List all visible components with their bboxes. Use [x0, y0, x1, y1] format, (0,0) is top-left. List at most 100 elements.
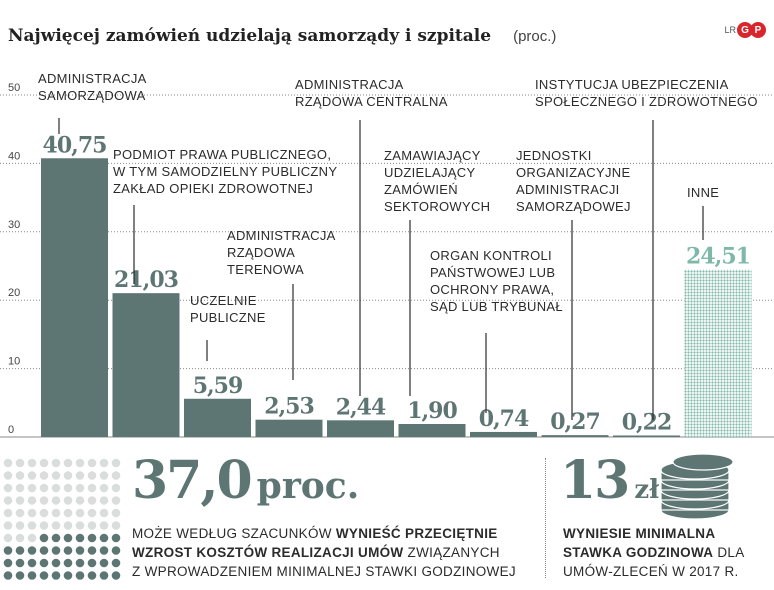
dot — [27, 508, 37, 518]
dot — [51, 571, 61, 580]
y-tick-label: 30 — [8, 219, 20, 231]
dot — [87, 471, 97, 480]
section-divider — [545, 458, 546, 578]
dot — [87, 483, 97, 493]
dot — [3, 521, 13, 530]
stat-right-number: 13 — [560, 450, 630, 511]
dot — [3, 558, 13, 568]
bar-value-label: 2,53 — [264, 394, 314, 420]
stat-right-value: 13 zł — [560, 455, 659, 507]
dot — [3, 571, 13, 580]
dot — [63, 458, 73, 468]
category-label: INSTYTUCJA UBEZPIECZENIA — [535, 77, 729, 92]
category-label: SAMORZĄDOWEJ — [516, 199, 631, 214]
title-text: Najwięcej zamówień udzielają samorządy i… — [8, 26, 492, 46]
dot — [39, 558, 49, 568]
y-tick-label: 40 — [8, 150, 20, 162]
stat-left-value: 37,0 proc. — [132, 455, 359, 507]
dot — [87, 533, 97, 543]
stat-left-line2-normal: ZWIĄZANYCH — [407, 545, 500, 560]
publisher-logo: LR G P — [724, 22, 766, 38]
bar-value-label: 21,03 — [114, 267, 178, 293]
dot — [87, 508, 97, 518]
dot — [75, 546, 85, 555]
dot — [75, 496, 85, 505]
dot — [111, 496, 121, 505]
dot — [99, 558, 109, 568]
dot — [75, 471, 85, 480]
dot — [99, 546, 109, 555]
stat-right-line2-normal: DLA — [717, 545, 745, 560]
dot — [63, 558, 73, 568]
y-tick-label: 0 — [8, 424, 14, 436]
dot — [111, 483, 121, 493]
dot — [111, 471, 121, 480]
dot — [99, 571, 109, 580]
bar — [184, 398, 251, 437]
dot — [15, 471, 25, 480]
dot — [111, 558, 121, 568]
category-label: INNE — [687, 185, 719, 200]
dot — [51, 508, 61, 518]
dot — [3, 458, 13, 468]
category-label: ADMINISTRACJA — [227, 228, 336, 243]
dot — [15, 546, 25, 555]
dot — [111, 458, 121, 468]
category-label: ZAMÓWIEŃ — [384, 182, 458, 197]
dot — [87, 496, 97, 505]
category-label: PAŃSTWOWEJ LUB — [430, 265, 555, 280]
dot — [3, 508, 13, 518]
category-label: ORGANIZACYJNE — [516, 165, 630, 180]
dot — [3, 471, 13, 480]
dot — [27, 521, 37, 530]
stat-right-line1-bold: WYNIESIE MINIMALNA — [563, 526, 716, 541]
dot — [99, 458, 109, 468]
dot — [87, 458, 97, 468]
dot — [75, 558, 85, 568]
dot — [63, 471, 73, 480]
y-tick-label: 20 — [8, 287, 20, 299]
dot — [111, 508, 121, 518]
dot — [51, 471, 61, 480]
dot — [51, 496, 61, 505]
logo-letter-p: P — [750, 22, 766, 38]
bar-value-label: 24,51 — [686, 243, 750, 269]
y-tick-label: 50 — [8, 82, 20, 94]
dot — [3, 483, 13, 493]
dot — [3, 546, 13, 555]
dot — [15, 558, 25, 568]
dot — [51, 483, 61, 493]
category-label: SPOŁECZNEGO I ZDROWOTNEGO — [535, 94, 758, 109]
dot — [75, 533, 85, 543]
bar-value-label: 40,75 — [43, 132, 107, 158]
dot — [111, 546, 121, 555]
category-label: PODMIOT PRAWA PUBLICZNEGO, — [113, 147, 331, 162]
category-label: RZĄDOWA CENTRALNA — [295, 94, 448, 109]
dot — [39, 521, 49, 530]
category-label: ADMINISTRACJI — [516, 182, 620, 197]
dot — [111, 533, 121, 543]
stat-left-line1-normal: MOŻE WEDŁUG SZACUNKÓW — [132, 526, 332, 541]
dot — [99, 508, 109, 518]
stat-right-line3: UMÓW-ZLECEŃ W 2017 R. — [563, 564, 739, 579]
category-label: OCHRONY PRAWA, — [430, 282, 554, 297]
stat-left-line2-bold: WZROST KOSZTÓW REALIZACJI UMÓW — [132, 545, 404, 560]
logo-letter-g: G — [737, 22, 753, 38]
y-tick-label: 10 — [8, 356, 20, 368]
dot — [63, 483, 73, 493]
dot — [63, 496, 73, 505]
dot — [51, 458, 61, 468]
gp-logo-icon: G P — [737, 22, 766, 38]
dot — [63, 533, 73, 543]
bar-value-label: 0,22 — [622, 409, 672, 435]
coin-stack-icon — [660, 453, 734, 520]
dot — [39, 508, 49, 518]
category-label: ZAKŁAD OPIEKI ZDROWOTNEJ — [113, 181, 313, 196]
stat-left-unit: proc. — [256, 465, 360, 507]
dot — [99, 496, 109, 505]
dot — [27, 471, 37, 480]
chart-title: Najwięcej zamówień udzielają samorządy i… — [8, 26, 556, 46]
dot — [27, 558, 37, 568]
dot — [111, 571, 121, 580]
category-label: ADMINISTRACJA — [295, 77, 404, 92]
